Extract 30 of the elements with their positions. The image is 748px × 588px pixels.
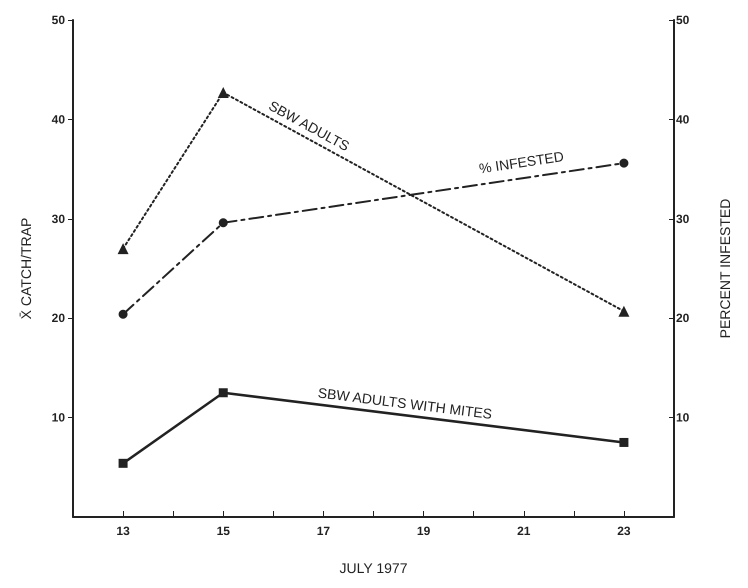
- text: % INFESTED: [478, 148, 565, 176]
- point: [619, 158, 628, 168]
- x-tick-label: 13: [116, 524, 130, 538]
- y2-tick-label: 40: [676, 112, 690, 126]
- y2-tick-label: 50: [676, 13, 690, 27]
- point: [218, 388, 228, 398]
- point: [619, 438, 628, 447]
- point: [118, 243, 129, 254]
- point: [218, 218, 228, 228]
- x-tick-label: 21: [517, 524, 531, 538]
- y2-axis-title: PERCENT INFESTED: [717, 198, 733, 338]
- x-axis-title: JULY 1977: [340, 560, 408, 576]
- y-tick-label: 40: [52, 112, 66, 126]
- x-tick-label: 15: [216, 524, 230, 538]
- y-tick-label: 30: [52, 212, 66, 226]
- y-axis-title: X̄ CATCH/TRAP: [18, 218, 34, 320]
- y2-tick-label: 20: [676, 311, 690, 326]
- point: [118, 310, 128, 319]
- x-tick-label: 19: [416, 524, 431, 538]
- y-tick-label: 10: [52, 410, 66, 425]
- x-tick-label: 17: [316, 524, 330, 538]
- point: [618, 306, 630, 317]
- point: [118, 458, 128, 468]
- x-tick-label: 23: [617, 524, 631, 538]
- y-tick-label: 50: [52, 13, 66, 27]
- y-tick-label: 20: [52, 311, 66, 326]
- point: [218, 87, 229, 98]
- y2-tick-label: 10: [676, 410, 690, 425]
- y2-tick-label: 30: [676, 212, 690, 226]
- text: SBW ADULTS WITH MITES: [317, 384, 494, 422]
